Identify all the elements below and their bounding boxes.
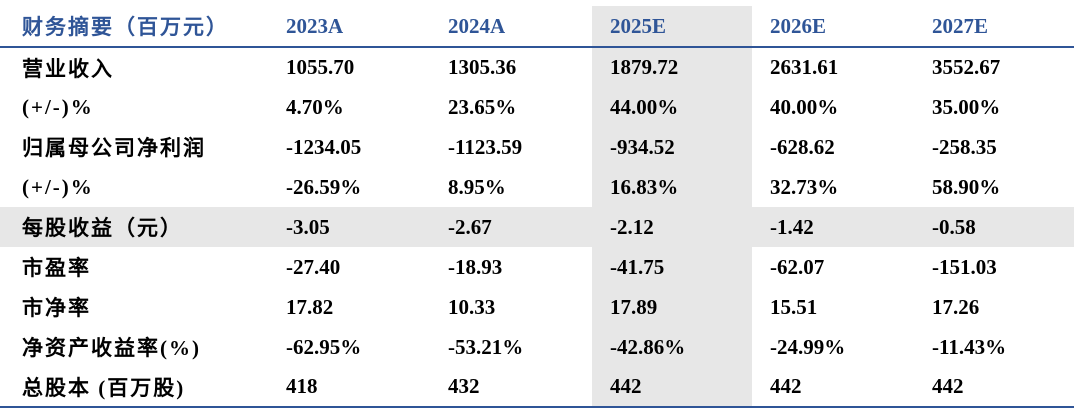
cell-2023a: -1234.05 xyxy=(286,134,362,159)
cell-2025e: 16.83% xyxy=(592,167,752,207)
cell-2026e: 32.73% xyxy=(770,174,839,199)
cell-2023a: 17.82 xyxy=(286,294,334,319)
cell-2024a: 1305.36 xyxy=(448,55,517,79)
cell-2024a: -2.67 xyxy=(430,207,592,247)
row-label: (+/-)% xyxy=(22,94,94,119)
row-label: 营业收入 xyxy=(22,56,114,81)
cell-2023a: -62.95% xyxy=(286,334,362,359)
cell-2024a: 10.33 xyxy=(448,294,496,319)
cell-2025e: -41.75 xyxy=(592,247,752,287)
cell-2024a: -53.21% xyxy=(448,334,524,359)
header-label: 财务摘要（百万元） xyxy=(0,6,268,48)
cell-2026e: -628.62 xyxy=(770,134,835,159)
cell-2023a: 1055.70 xyxy=(286,55,355,79)
row-label: 每股收益（元） xyxy=(0,207,268,247)
row-net-profit-growth: (+/-)% -26.59% 8.95% 16.83% 32.73% 58.90… xyxy=(0,167,1074,207)
cell-2025e: -2.12 xyxy=(592,207,752,247)
header-2027e: 2027E xyxy=(914,6,1074,48)
row-label: 市盈率 xyxy=(22,256,91,280)
cell-2023a: 4.70% xyxy=(286,94,344,119)
cell-2024a: 23.65% xyxy=(448,94,517,119)
cell-2026e: -24.99% xyxy=(770,334,846,359)
cell-2026e: -1.42 xyxy=(752,207,914,247)
row-roe: 净资产收益率(%) -62.95% -53.21% -42.86% -24.99… xyxy=(0,327,1074,367)
cell-2025e: -42.86% xyxy=(592,327,752,367)
cell-2027e: 442 xyxy=(914,367,1074,408)
cell-2024a: -18.93 xyxy=(448,254,503,279)
cell-2023a: -27.40 xyxy=(286,254,341,279)
row-label: 归属母公司净利润 xyxy=(22,136,206,160)
row-label: 市净率 xyxy=(22,296,91,320)
cell-2026e: 15.51 xyxy=(770,294,818,319)
cell-2027e: 35.00% xyxy=(932,94,1001,119)
cell-2027e: 17.26 xyxy=(932,294,980,319)
cell-2023a: -3.05 xyxy=(268,207,430,247)
row-pe-ratio: 市盈率 -27.40 -18.93 -41.75 -62.07 -151.03 xyxy=(0,247,1074,287)
financial-summary-table: 财务摘要（百万元） 2023A 2024A 2025E 2026E 2027E … xyxy=(0,6,1074,408)
header-2023a: 2023A xyxy=(268,6,430,48)
row-label: (+/-)% xyxy=(22,174,94,199)
cell-2024a: 432 xyxy=(430,367,592,408)
row-eps: 每股收益（元） -3.05 -2.67 -2.12 -1.42 -0.58 xyxy=(0,207,1074,247)
cell-2025e: -934.52 xyxy=(592,127,752,167)
header-2025e: 2025E xyxy=(592,6,752,48)
row-revenue-growth: (+/-)% 4.70% 23.65% 44.00% 40.00% 35.00% xyxy=(0,87,1074,127)
cell-2023a: -26.59% xyxy=(286,174,362,199)
header-2024a: 2024A xyxy=(430,6,592,48)
cell-2025e: 1879.72 xyxy=(592,47,752,87)
cell-2027e: -151.03 xyxy=(932,254,997,279)
cell-2024a: 8.95% xyxy=(448,174,506,199)
cell-2027e: -0.58 xyxy=(914,207,1074,247)
cell-2023a: 418 xyxy=(268,367,430,408)
cell-2026e: 2631.61 xyxy=(770,55,839,79)
row-revenue: 营业收入 1055.70 1305.36 1879.72 2631.61 355… xyxy=(0,47,1074,87)
row-total-shares: 总股本 (百万股) 418 432 442 442 442 xyxy=(0,367,1074,408)
cell-2024a: -1123.59 xyxy=(448,134,523,159)
cell-2026e: -62.07 xyxy=(770,254,825,279)
cell-2025e: 442 xyxy=(592,367,752,408)
cell-2027e: 58.90% xyxy=(932,174,1001,199)
header-2026e: 2026E xyxy=(752,6,914,48)
cell-2025e: 44.00% xyxy=(592,87,752,127)
cell-2027e: -11.43% xyxy=(932,334,1007,359)
row-net-profit: 归属母公司净利润 -1234.05 -1123.59 -934.52 -628.… xyxy=(0,127,1074,167)
header-row: 财务摘要（百万元） 2023A 2024A 2025E 2026E 2027E xyxy=(0,6,1074,48)
cell-2025e: 17.89 xyxy=(592,287,752,327)
cell-2027e: 3552.67 xyxy=(932,55,1001,79)
cell-2026e: 442 xyxy=(752,367,914,408)
row-label: 总股本 (百万股) xyxy=(0,367,268,408)
cell-2026e: 40.00% xyxy=(770,94,839,119)
cell-2027e: -258.35 xyxy=(932,134,997,159)
row-label: 净资产收益率(%) xyxy=(22,336,201,360)
row-pb-ratio: 市净率 17.82 10.33 17.89 15.51 17.26 xyxy=(0,287,1074,327)
